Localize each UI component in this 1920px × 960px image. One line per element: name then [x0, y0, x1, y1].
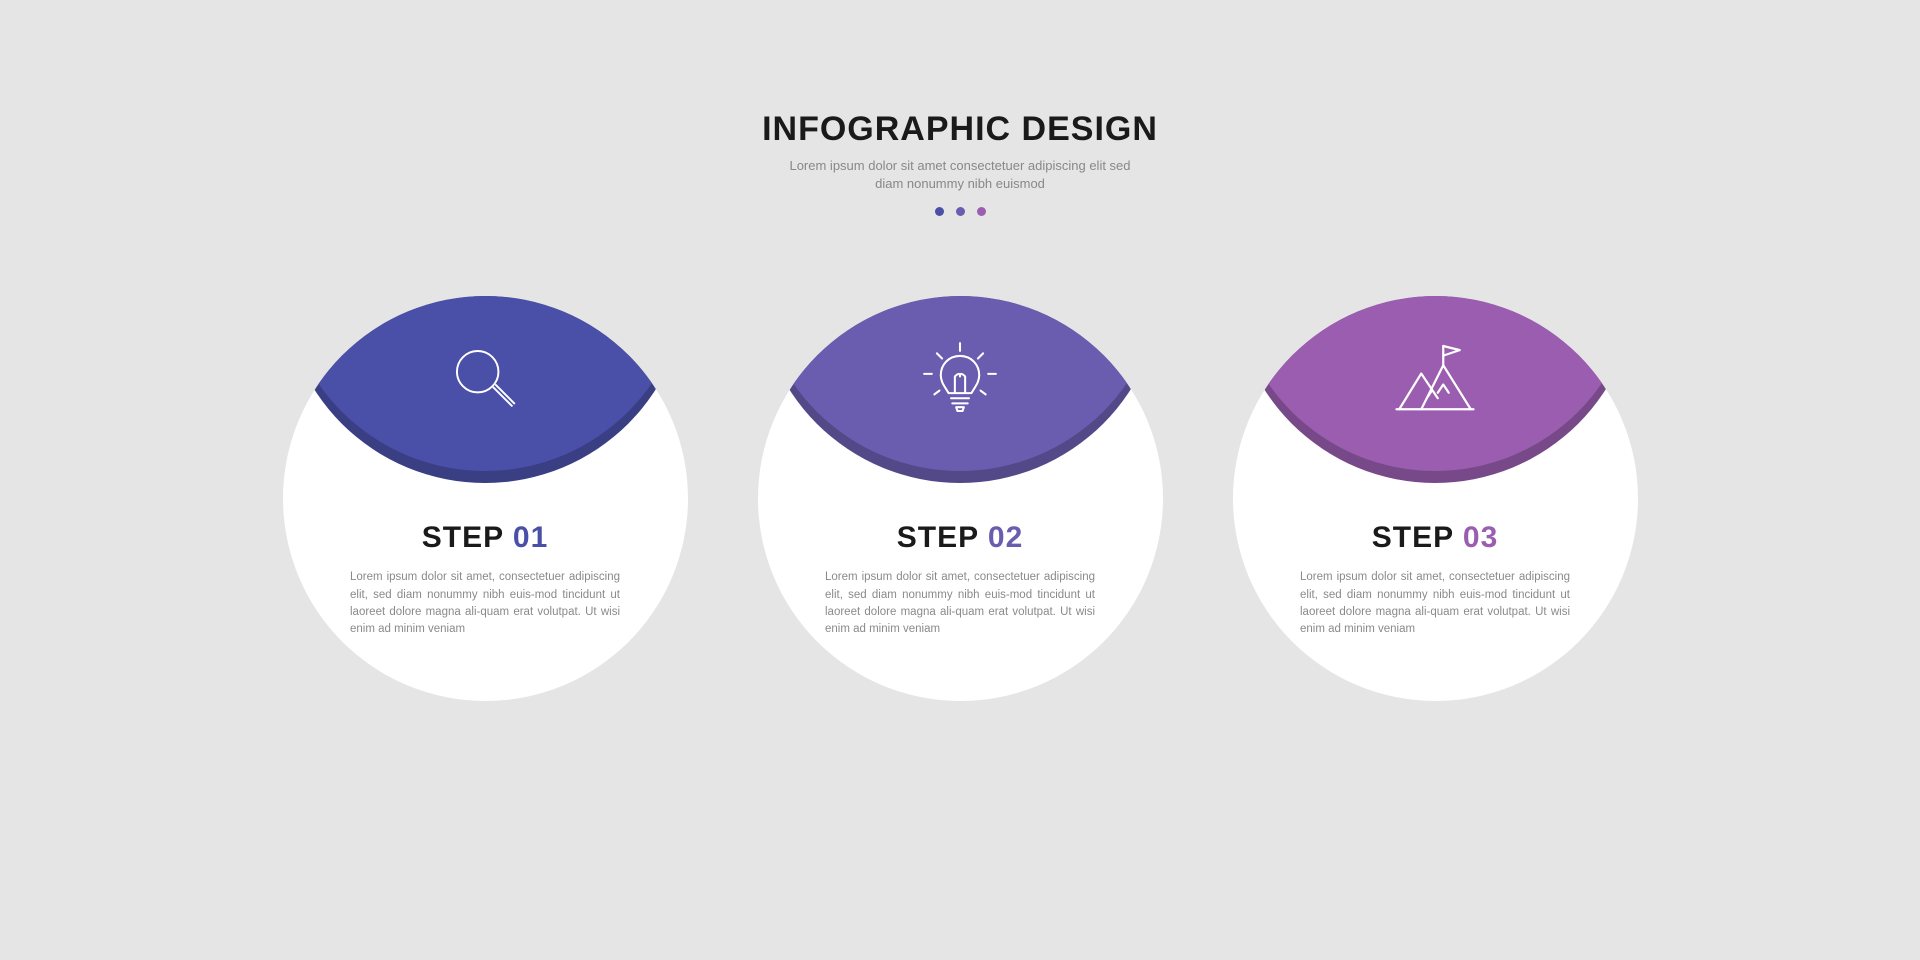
- steps-row: STEP 01 Lorem ipsum dolor sit amet, cons…: [283, 296, 1638, 701]
- step-title: STEP 03: [1300, 521, 1570, 555]
- step-title: STEP 01: [350, 521, 620, 555]
- main-title: INFOGRAPHIC DESIGN: [762, 110, 1158, 149]
- step-card-02: STEP 02 Lorem ipsum dolor sit amet, cons…: [758, 296, 1163, 701]
- step-number: 02: [988, 521, 1023, 554]
- step-title: STEP 02: [825, 521, 1095, 555]
- step-content: STEP 02 Lorem ipsum dolor sit amet, cons…: [825, 521, 1095, 638]
- mountain-flag-icon: [1390, 334, 1480, 424]
- step-card-03: STEP 03 Lorem ipsum dolor sit amet, cons…: [1233, 296, 1638, 701]
- step-number: 01: [513, 521, 548, 554]
- accent-dot: [956, 207, 965, 216]
- magnifier-icon: [440, 334, 530, 424]
- main-subtitle: Lorem ipsum dolor sit amet consectetuer …: [780, 157, 1140, 193]
- header: INFOGRAPHIC DESIGN Lorem ipsum dolor sit…: [762, 110, 1158, 216]
- step-content: STEP 01 Lorem ipsum dolor sit amet, cons…: [350, 521, 620, 638]
- step-description: Lorem ipsum dolor sit amet, consectetuer…: [1300, 569, 1570, 638]
- infographic-stage: INFOGRAPHIC DESIGN Lorem ipsum dolor sit…: [0, 0, 1920, 960]
- step-description: Lorem ipsum dolor sit amet, consectetuer…: [825, 569, 1095, 638]
- step-label: STEP: [1372, 521, 1454, 554]
- step-label: STEP: [897, 521, 979, 554]
- accent-dots: [762, 207, 1158, 216]
- accent-dot: [977, 207, 986, 216]
- accent-dot: [935, 207, 944, 216]
- step-card-01: STEP 01 Lorem ipsum dolor sit amet, cons…: [283, 296, 688, 701]
- lightbulb-icon: [915, 334, 1005, 424]
- step-description: Lorem ipsum dolor sit amet, consectetuer…: [350, 569, 620, 638]
- step-content: STEP 03 Lorem ipsum dolor sit amet, cons…: [1300, 521, 1570, 638]
- step-number: 03: [1463, 521, 1498, 554]
- step-label: STEP: [422, 521, 504, 554]
